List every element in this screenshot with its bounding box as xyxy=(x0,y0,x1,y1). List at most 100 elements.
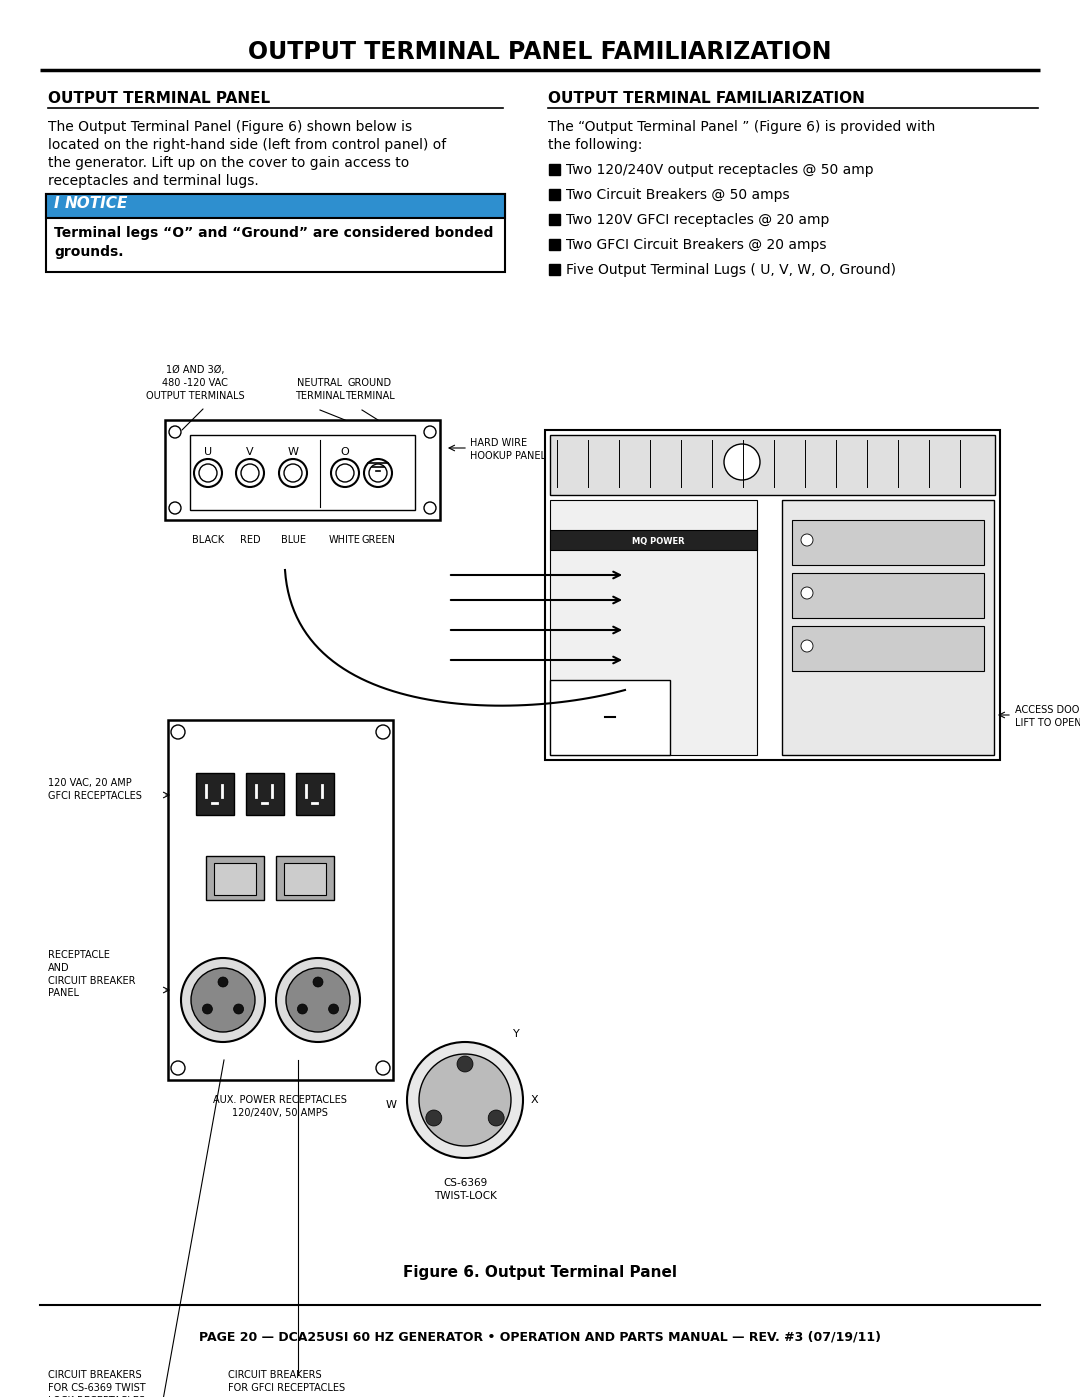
Text: X: X xyxy=(531,1095,539,1105)
Circle shape xyxy=(202,1004,213,1014)
Circle shape xyxy=(328,1004,339,1014)
Bar xyxy=(549,214,561,225)
Text: 120 VAC, 20 AMP
GFCI RECEPTACLES: 120 VAC, 20 AMP GFCI RECEPTACLES xyxy=(48,778,141,800)
Circle shape xyxy=(297,1004,308,1014)
Circle shape xyxy=(191,968,255,1032)
Text: W: W xyxy=(386,1099,397,1111)
Circle shape xyxy=(364,460,392,488)
Circle shape xyxy=(801,587,813,599)
Text: the generator. Lift up on the cover to gain access to: the generator. Lift up on the cover to g… xyxy=(48,156,409,170)
Circle shape xyxy=(171,1060,185,1076)
Circle shape xyxy=(199,464,217,482)
Bar xyxy=(195,773,234,814)
Bar xyxy=(190,434,415,510)
Circle shape xyxy=(424,426,436,439)
Text: CS-6369
TWIST-LOCK: CS-6369 TWIST-LOCK xyxy=(433,1178,497,1201)
Text: U: U xyxy=(204,447,212,457)
Bar xyxy=(276,856,334,900)
Text: NEUTRAL
TERMINAL: NEUTRAL TERMINAL xyxy=(295,379,345,401)
Text: Two Circuit Breakers @ 50 amps: Two Circuit Breakers @ 50 amps xyxy=(566,189,789,203)
Text: ACCESS DOOR
LIFT TO OPEN: ACCESS DOOR LIFT TO OPEN xyxy=(1015,705,1080,728)
Text: 1Ø AND 3Ø,
480 -120 VAC
OUTPUT TERMINALS: 1Ø AND 3Ø, 480 -120 VAC OUTPUT TERMINALS xyxy=(146,365,244,401)
Text: O: O xyxy=(340,447,349,457)
Text: MQ POWER: MQ POWER xyxy=(632,536,685,546)
Circle shape xyxy=(426,1111,442,1126)
Circle shape xyxy=(424,502,436,514)
Text: Two GFCI Circuit Breakers @ 20 amps: Two GFCI Circuit Breakers @ 20 amps xyxy=(566,237,826,251)
Bar xyxy=(206,856,264,900)
Text: Five Output Terminal Lugs ( U, V, W, O, Ground): Five Output Terminal Lugs ( U, V, W, O, … xyxy=(566,263,896,277)
Text: WHITE: WHITE xyxy=(329,535,361,545)
Text: AUX. POWER RECEPTACLES
120/240V, 50 AMPS: AUX. POWER RECEPTACLES 120/240V, 50 AMPS xyxy=(213,1095,347,1118)
Circle shape xyxy=(488,1111,504,1126)
Text: OUTPUT TERMINAL PANEL FAMILIARIZATION: OUTPUT TERMINAL PANEL FAMILIARIZATION xyxy=(248,41,832,64)
Bar xyxy=(46,194,505,218)
Bar xyxy=(550,680,670,754)
Text: the following:: the following: xyxy=(548,138,643,152)
Text: RECEPTACLE
AND
CIRCUIT BREAKER
PANEL: RECEPTACLE AND CIRCUIT BREAKER PANEL xyxy=(48,950,135,999)
Text: The “Output Terminal Panel ” (Figure 6) is provided with: The “Output Terminal Panel ” (Figure 6) … xyxy=(548,120,935,134)
Text: RED: RED xyxy=(240,535,260,545)
Text: BLACK: BLACK xyxy=(192,535,224,545)
Bar xyxy=(550,500,757,754)
Bar xyxy=(550,434,995,495)
Bar xyxy=(550,529,757,550)
Text: PAGE 20 — DCA25USI 60 HZ GENERATOR • OPERATION AND PARTS MANUAL — REV. #3 (07/19: PAGE 20 — DCA25USI 60 HZ GENERATOR • OPE… xyxy=(199,1330,881,1343)
Text: Y: Y xyxy=(513,1030,519,1039)
Circle shape xyxy=(801,534,813,546)
Circle shape xyxy=(276,958,360,1042)
Bar xyxy=(549,239,561,250)
Text: NOTICE: NOTICE xyxy=(65,196,129,211)
Circle shape xyxy=(279,460,307,488)
Circle shape xyxy=(171,725,185,739)
Circle shape xyxy=(284,464,302,482)
Circle shape xyxy=(407,1042,523,1158)
Text: CIRCUIT BREAKERS
FOR CS-6369 TWIST
LOCK RECEPTACLES: CIRCUIT BREAKERS FOR CS-6369 TWIST LOCK … xyxy=(48,1370,146,1397)
Circle shape xyxy=(419,1053,511,1146)
Circle shape xyxy=(457,1056,473,1071)
Text: OUTPUT TERMINAL FAMILIARIZATION: OUTPUT TERMINAL FAMILIARIZATION xyxy=(548,91,865,106)
Circle shape xyxy=(369,464,387,482)
Circle shape xyxy=(218,977,228,988)
Circle shape xyxy=(376,725,390,739)
Text: Two 120/240V output receptacles @ 50 amp: Two 120/240V output receptacles @ 50 amp xyxy=(566,163,874,177)
Text: GROUND
TERMINAL: GROUND TERMINAL xyxy=(346,379,395,401)
Text: grounds.: grounds. xyxy=(54,244,123,258)
Text: Terminal legs “O” and “Ground” are considered bonded: Terminal legs “O” and “Ground” are consi… xyxy=(54,226,494,240)
Bar xyxy=(284,863,326,895)
Circle shape xyxy=(376,1060,390,1076)
Bar xyxy=(46,194,505,272)
Circle shape xyxy=(801,640,813,652)
Bar xyxy=(168,719,393,1080)
Circle shape xyxy=(181,958,265,1042)
Bar xyxy=(165,420,440,520)
Text: GREEN: GREEN xyxy=(361,535,395,545)
Circle shape xyxy=(233,1004,244,1014)
Circle shape xyxy=(241,464,259,482)
Text: OUTPUT TERMINAL PANEL: OUTPUT TERMINAL PANEL xyxy=(48,91,270,106)
Bar xyxy=(246,773,284,814)
Circle shape xyxy=(168,426,181,439)
Bar xyxy=(782,500,994,754)
Circle shape xyxy=(313,977,323,988)
Bar xyxy=(214,863,256,895)
Text: The Output Terminal Panel (Figure 6) shown below is: The Output Terminal Panel (Figure 6) sho… xyxy=(48,120,413,134)
Bar xyxy=(545,430,1000,760)
Text: Two 120V GFCI receptacles @ 20 amp: Two 120V GFCI receptacles @ 20 amp xyxy=(566,212,829,226)
Circle shape xyxy=(168,502,181,514)
Circle shape xyxy=(194,460,222,488)
Circle shape xyxy=(336,464,354,482)
Bar xyxy=(792,626,984,671)
Text: W: W xyxy=(287,447,298,457)
Text: V: V xyxy=(246,447,254,457)
Text: receptacles and terminal lugs.: receptacles and terminal lugs. xyxy=(48,175,259,189)
Text: BLUE: BLUE xyxy=(281,535,306,545)
Bar xyxy=(549,189,561,200)
Bar xyxy=(549,163,561,175)
Text: CIRCUIT BREAKERS
FOR GFCI RECEPTACLES: CIRCUIT BREAKERS FOR GFCI RECEPTACLES xyxy=(228,1370,346,1393)
Bar xyxy=(296,773,334,814)
Circle shape xyxy=(330,460,359,488)
Bar xyxy=(549,264,561,275)
Bar xyxy=(792,520,984,564)
Bar xyxy=(792,573,984,617)
